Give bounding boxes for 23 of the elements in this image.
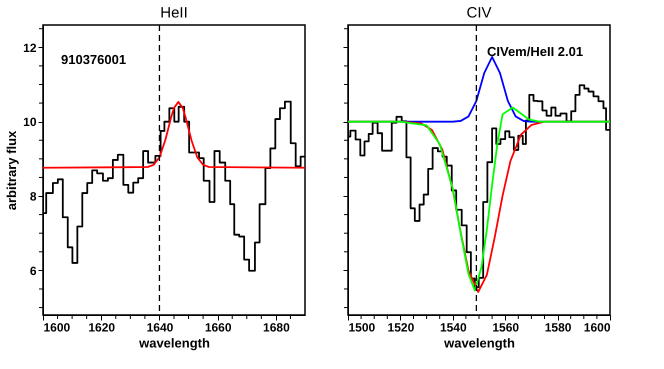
y-tick-label: 10	[23, 115, 37, 130]
x-tick-label: 1560	[492, 320, 520, 334]
line-series	[42, 101, 306, 169]
x-tick-label: 1540	[440, 320, 467, 334]
x-tick-label: 1580	[544, 320, 572, 334]
y-tick-label: 12	[23, 40, 37, 55]
x-tick-label: 1660	[204, 320, 232, 334]
x-tick-label: 1500	[348, 320, 376, 334]
x-axis-title: wavelength	[443, 336, 515, 350]
x-tick-label: 1600	[44, 320, 71, 334]
x-tick-label: 1520	[388, 320, 415, 334]
y-tick-label: 6	[30, 264, 37, 278]
y-tick-label: 8	[30, 190, 37, 204]
x-tick-label: 1620	[88, 320, 116, 334]
x-tick-label: 1680	[263, 320, 290, 334]
x-tick-label: 1600	[584, 320, 611, 334]
x-axis-title: wavelength	[138, 336, 210, 350]
annotation: 910376001	[61, 52, 126, 67]
chart-title: HeII	[160, 4, 188, 22]
y-axis-title: arbitrary flux	[4, 130, 20, 210]
chart-title: CIV	[466, 4, 492, 22]
x-tick-label: 1640	[146, 320, 174, 334]
annotation: CIVem/HeII 2.01	[487, 44, 584, 59]
